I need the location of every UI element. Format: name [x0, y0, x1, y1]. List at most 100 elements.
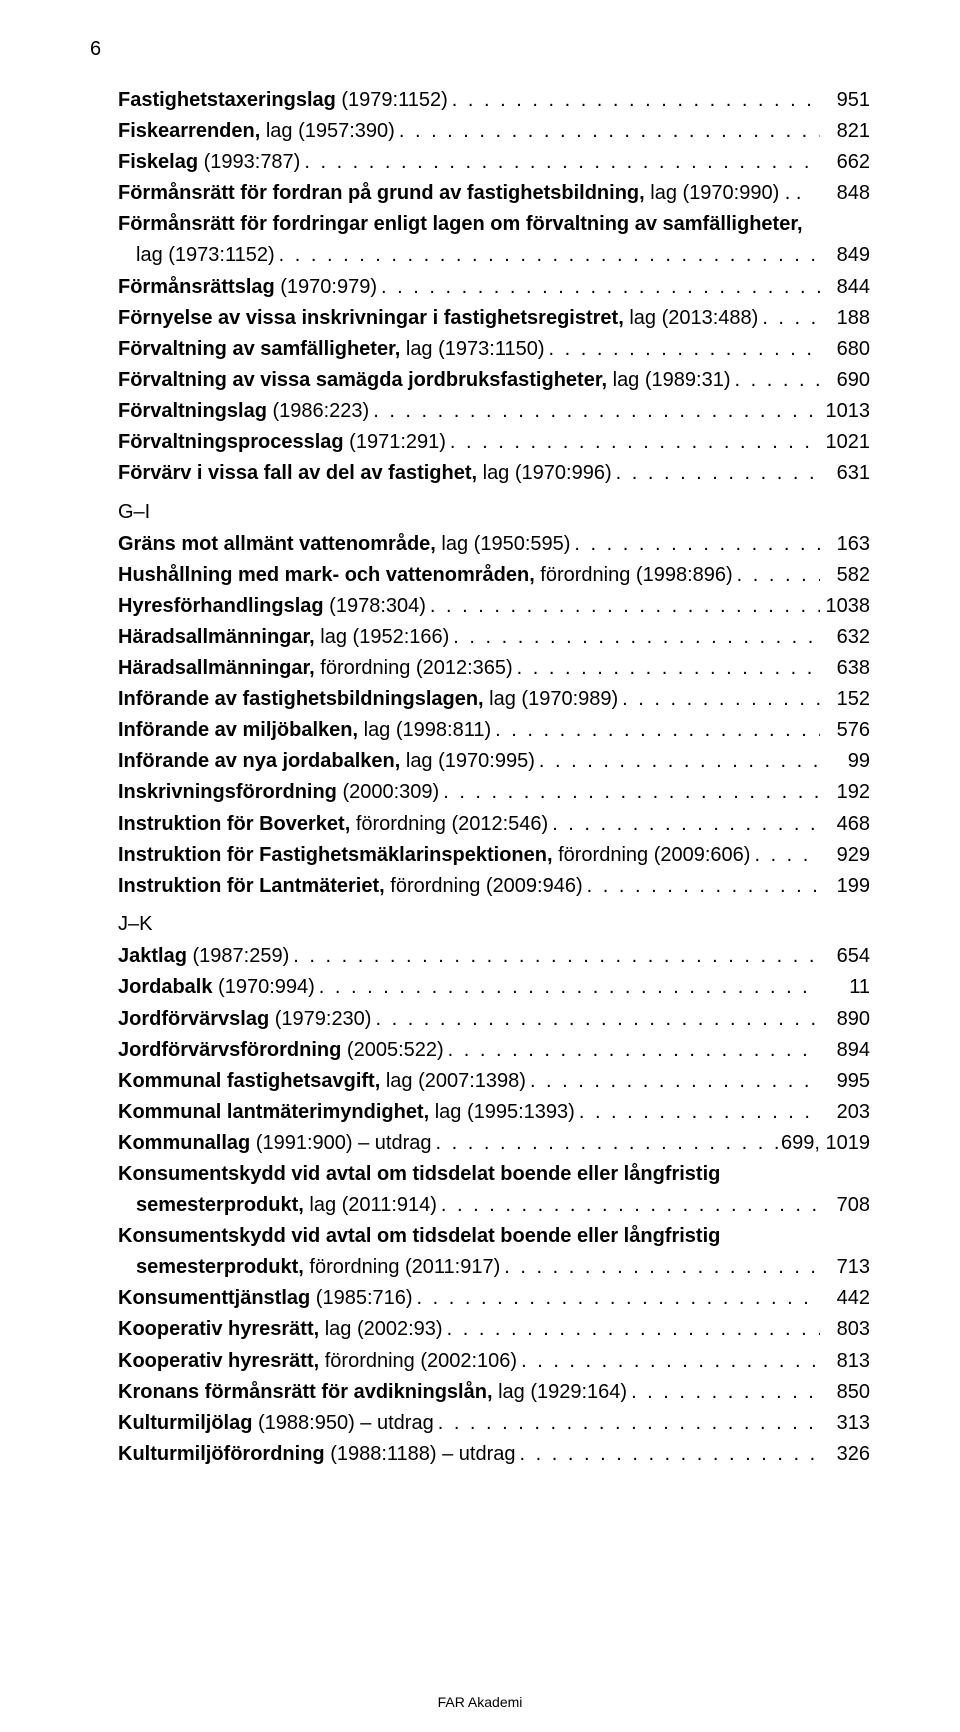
index-entry: Fastighetstaxeringslag (1979:1152) . . .… [118, 86, 870, 116]
entry-page: 1021 [820, 428, 870, 458]
leader-dots: . . . . . . . . . . . . . . . . . . . . … [618, 685, 820, 715]
page-footer: FAR Akademi [0, 1694, 960, 1710]
entry-page: 662 [820, 148, 870, 178]
leader-dots: . . . . . . . . . . . . . . . . . . . . … [371, 1005, 820, 1035]
entry-title: Hushållning med mark- och vattenområden,… [118, 561, 733, 591]
index-entry: Instruktion för Lantmäteriet, förordning… [118, 872, 870, 902]
entry-title: Konsumentskydd vid avtal om tidsdelat bo… [118, 1160, 720, 1190]
entry-title: Förvaltning av vissa samägda jordbruksfa… [118, 366, 730, 396]
entry-title: Fiskearrenden, lag (1957:390) [118, 117, 395, 147]
index-entry: Hushållning med mark- och vattenområden,… [118, 561, 870, 591]
index-entry: Kulturmiljöförordning (1988:1188) – utdr… [118, 1440, 870, 1470]
leader-dots: . . . . . . . . . . . . . . . . . . . . … [300, 148, 820, 178]
section-heading: J–K [118, 913, 870, 936]
entry-title: Införande av miljöbalken, lag (1998:811) [118, 716, 491, 746]
index-entry: Instruktion för Fastighetsmäklarinspekti… [118, 841, 870, 871]
leader-dots: . . . . . . . . . . . . . . . . . . . . … [627, 1378, 820, 1408]
entry-title: Jordabalk (1970:994) [118, 973, 315, 1003]
entry-title: Förvaltning av samfälligheter, lag (1973… [118, 335, 545, 365]
index-entry: Kooperativ hyresrätt, förordning (2002:1… [118, 1347, 870, 1377]
entry-title: Förvärv i vissa fall av del av fastighet… [118, 459, 612, 489]
leader-dots: . . . . . . . . . . . . . . . . . . . . … [444, 1036, 820, 1066]
entry-title: Kommunallag (1991:900) – utdrag [118, 1129, 432, 1159]
index-entry: Förvaltning av samfälligheter, lag (1973… [118, 335, 870, 365]
leader-dots: . . . . . . . . . . . . . . . . . . . . … [750, 841, 820, 871]
index-entry: Jordförvärvsförordning (2005:522) . . . … [118, 1036, 870, 1066]
leader-dots: . . . . . . . . . . . . . . . . . . . . … [491, 716, 820, 746]
entry-page: 821 [820, 117, 870, 147]
entry-page: 708 [820, 1191, 870, 1221]
index-entry: semesterprodukt, lag (2011:914) . . . . … [118, 1191, 870, 1221]
entry-page: 690 [820, 366, 870, 396]
index-entry: Jordförvärvslag (1979:230) . . . . . . .… [118, 1005, 870, 1035]
index-entry: Inskrivningsförordning (2000:309) . . . … [118, 778, 870, 808]
page-container: 6 Fastighetstaxeringslag (1979:1152) . .… [0, 0, 960, 1732]
entry-page: 995 [820, 1067, 870, 1097]
index-content: Fastighetstaxeringslag (1979:1152) . . .… [118, 86, 870, 1469]
entry-page: 152 [820, 685, 870, 715]
leader-dots: . . . . . . . . . . . . . . . . . . . . … [426, 592, 820, 622]
leader-dots: . . . . . . . . . . . . . . . . . . . . … [315, 973, 820, 1003]
entry-page: 850 [820, 1378, 870, 1408]
entry-title: Införande av fastighetsbildningslagen, l… [118, 685, 618, 715]
page-number: 6 [90, 38, 101, 61]
index-entry: Införande av nya jordabalken, lag (1970:… [118, 747, 870, 777]
leader-dots: . . . . . . . . . . . . . . . . . . . . … [758, 304, 820, 334]
leader-dots: . . . . . . . . . . . . . . . . . . . . … [730, 366, 820, 396]
entry-title: Förmånsrätt för fordran på grund av fast… [118, 179, 801, 209]
entry-page: 713 [820, 1253, 870, 1283]
entry-page: 576 [820, 716, 870, 746]
entry-title: Förmånsrätt för fordringar enligt lagen … [118, 210, 803, 240]
entry-page: 1038 [820, 592, 870, 622]
entry-page: 188 [820, 304, 870, 334]
leader-dots: . . . . . . . . . . . . . . . . . . . . … [395, 117, 820, 147]
leader-dots: . . . . . . . . . . . . . . . . . . . . … [449, 623, 820, 653]
index-entry: Förmånsrätt för fordringar enligt lagen … [118, 210, 870, 240]
index-entry: Gräns mot allmänt vattenområde, lag (195… [118, 530, 870, 560]
entry-title: Kooperativ hyresrätt, lag (2002:93) [118, 1315, 443, 1345]
index-entry: Kommunal fastighetsavgift, lag (2007:139… [118, 1067, 870, 1097]
entry-title: Häradsallmänningar, lag (1952:166) [118, 623, 449, 653]
entry-page: 326 [820, 1440, 870, 1470]
index-entry: Förmånsrätt för fordran på grund av fast… [118, 179, 870, 209]
index-entry: Jordabalk (1970:994) . . . . . . . . . .… [118, 973, 870, 1003]
index-entry: Kronans förmånsrätt för avdikningslån, l… [118, 1378, 870, 1408]
index-entry: Förvaltning av vissa samägda jordbruksfa… [118, 366, 870, 396]
entry-title: Häradsallmänningar, förordning (2012:365… [118, 654, 513, 684]
index-entry: semesterprodukt, förordning (2011:917) .… [118, 1253, 870, 1283]
section-heading: G–I [118, 501, 870, 524]
leader-dots: . . . . . . . . . . . . . . . . . . . . … [500, 1253, 820, 1283]
leader-dots: . . . . . . . . . . . . . . . . . . . . … [575, 1098, 820, 1128]
entry-title: Kommunal lantmäterimyndighet, lag (1995:… [118, 1098, 575, 1128]
entry-title: Förmånsrättslag (1970:979) [118, 273, 377, 303]
index-entry: Förvaltningslag (1986:223) . . . . . . .… [118, 397, 870, 427]
entry-page: 890 [820, 1005, 870, 1035]
entry-page: 632 [820, 623, 870, 653]
entry-title: Konsumentskydd vid avtal om tidsdelat bo… [118, 1222, 720, 1252]
leader-dots: . . . . . . . . . . . . . . . . . . . . … [733, 561, 820, 591]
index-entry: Konsumentskydd vid avtal om tidsdelat bo… [118, 1160, 870, 1190]
leader-dots: . . . . . . . . . . . . . . . . . . . . … [612, 459, 820, 489]
entry-page: 631 [820, 459, 870, 489]
entry-page: 803 [820, 1315, 870, 1345]
entry-page: 199 [820, 872, 870, 902]
entry-title: Instruktion för Boverket, förordning (20… [118, 810, 548, 840]
leader-dots: . . . . . . . . . . . . . . . . . . . . … [443, 1315, 820, 1345]
entry-page: 203 [820, 1098, 870, 1128]
entry-title: semesterprodukt, förordning (2011:917) [136, 1253, 500, 1283]
entry-title: Kommunal fastighetsavgift, lag (2007:139… [118, 1067, 526, 1097]
index-entry: Kulturmiljölag (1988:950) – utdrag . . .… [118, 1409, 870, 1439]
entry-page: 680 [820, 335, 870, 365]
leader-dots: . . . . . . . . . . . . . . . . . . . . … [583, 872, 820, 902]
entry-title: Förvaltningslag (1986:223) [118, 397, 369, 427]
entry-page: 894 [820, 1036, 870, 1066]
index-entry: Häradsallmänningar, lag (1952:166) . . .… [118, 623, 870, 653]
leader-dots: . . . . . . . . . . . . . . . . . . . . … [289, 942, 820, 972]
leader-dots: . . . . . . . . . . . . . . . . . . . . … [275, 241, 820, 271]
leader-dots: . . . . . . . . . . . . . . . . . . . . … [517, 1347, 820, 1377]
entry-title: Jaktlag (1987:259) [118, 942, 289, 972]
leader-dots: . . . . . . . . . . . . . . . . . . . . … [535, 747, 820, 777]
index-entry: Kooperativ hyresrätt, lag (2002:93) . . … [118, 1315, 870, 1345]
leader-dots: . . . . . . . . . . . . . . . . . . . . … [570, 530, 820, 560]
index-entry: Konsumenttjänstlag (1985:716) . . . . . … [118, 1284, 870, 1314]
